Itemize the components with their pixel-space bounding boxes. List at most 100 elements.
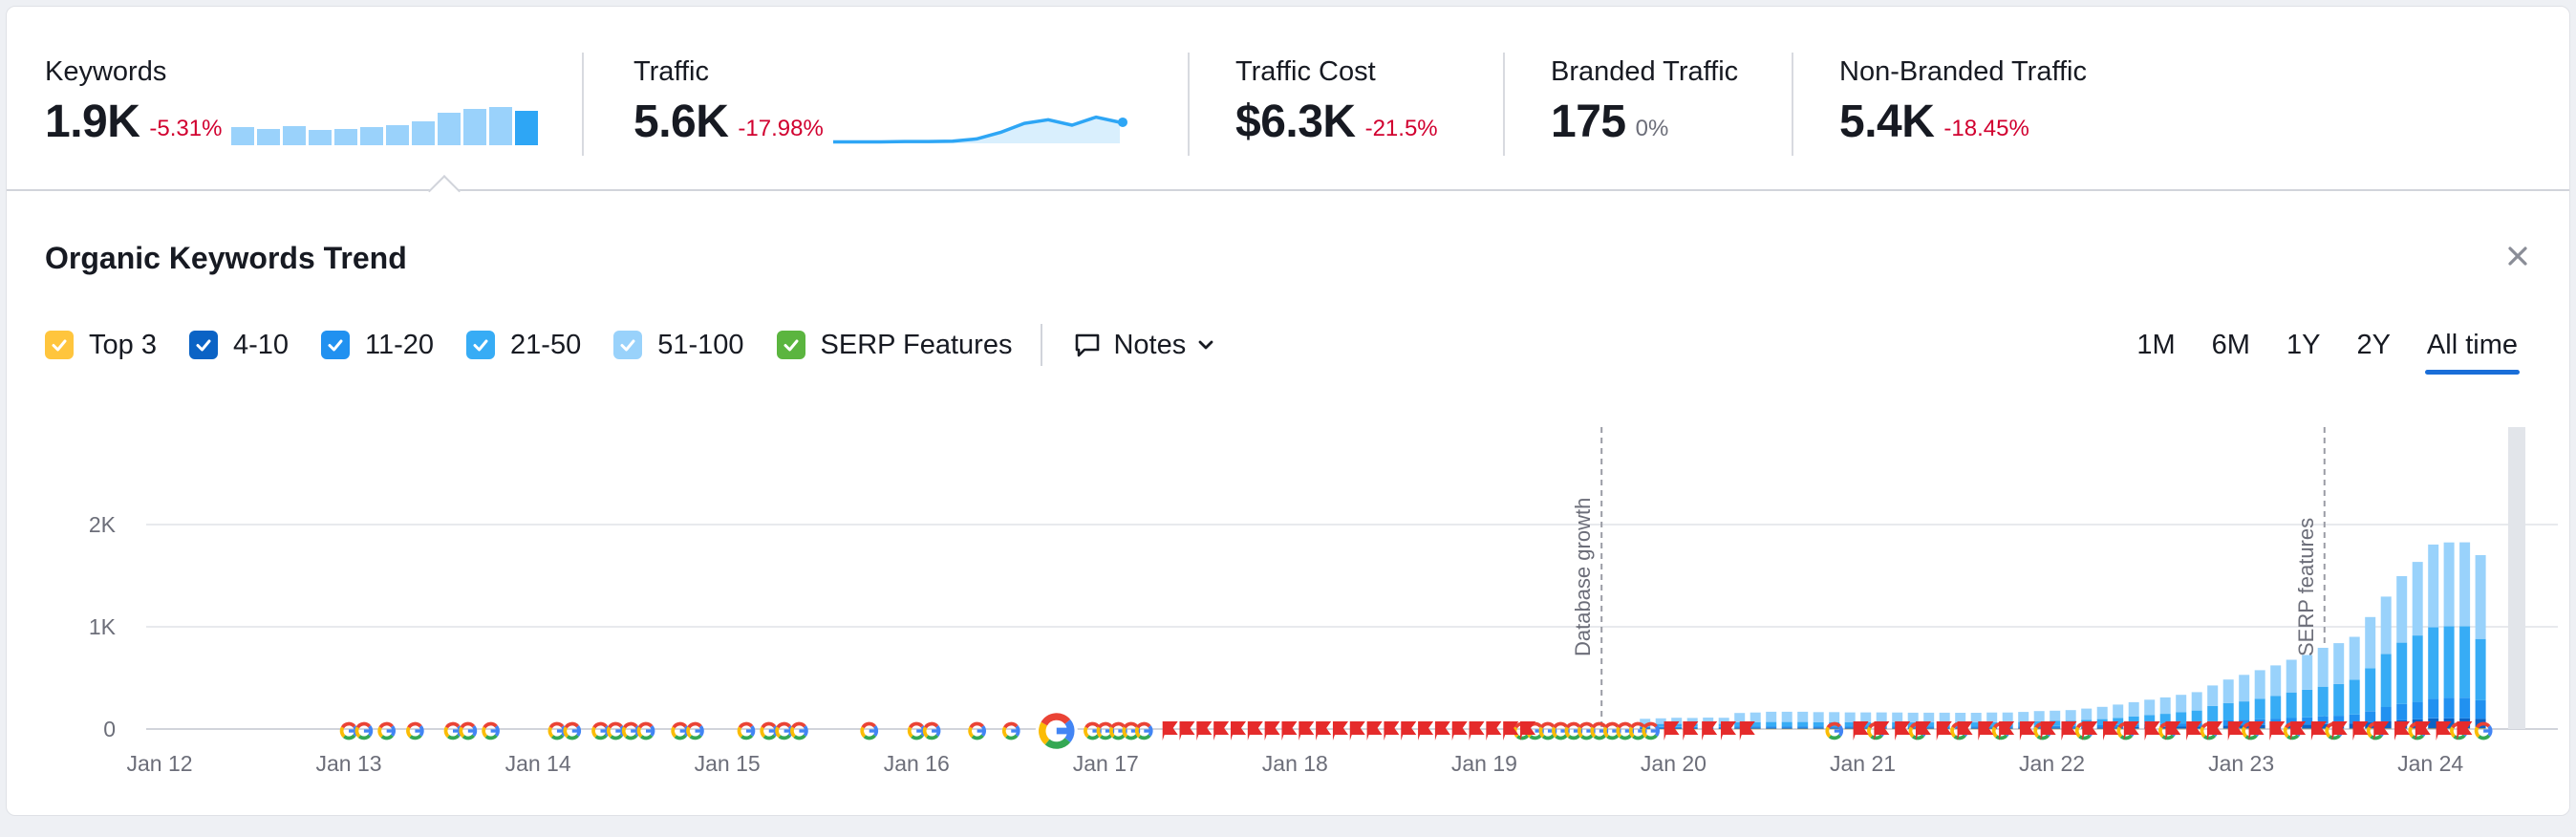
flag-icon[interactable] [1895, 721, 1911, 740]
flag-icon[interactable] [1720, 721, 1736, 740]
flag-icon[interactable] [1874, 721, 1890, 740]
flag-icon[interactable] [1486, 721, 1502, 740]
google-update-icon[interactable] [922, 721, 941, 740]
google-update-icon[interactable] [1039, 713, 1075, 749]
flag-icon[interactable] [1451, 721, 1468, 740]
period-1y[interactable]: 1Y [2286, 329, 2321, 360]
flag-icon[interactable] [2415, 721, 2431, 740]
google-update-icon[interactable] [790, 721, 808, 740]
google-update-icon[interactable] [860, 721, 879, 740]
flag-icon[interactable] [1503, 721, 1519, 740]
flag-icon[interactable] [2394, 721, 2411, 740]
google-update-icon[interactable] [406, 721, 424, 740]
flag-icon[interactable] [2290, 721, 2307, 740]
legend-item-51-100[interactable]: 51-100 [613, 330, 744, 361]
checkbox-icon[interactable] [613, 331, 643, 359]
notes-dropdown[interactable]: Notes [1073, 330, 1216, 361]
flag-icon[interactable] [1349, 721, 1365, 740]
metric-non-branded-traffic[interactable]: Non-Branded Traffic 5.4K -18.45% [1839, 56, 2087, 145]
flag-icon[interactable] [1332, 721, 1348, 740]
flag-icon[interactable] [2103, 721, 2119, 740]
flag-icon[interactable] [2310, 721, 2327, 740]
flag-icon[interactable] [1936, 721, 1952, 740]
flag-icon[interactable] [1264, 721, 1280, 740]
google-update-icon[interactable] [760, 721, 779, 740]
flag-icon[interactable] [2206, 721, 2222, 740]
google-update-icon[interactable] [547, 721, 567, 740]
flag-icon[interactable] [1384, 721, 1400, 740]
flag-icon[interactable] [1702, 721, 1718, 740]
checkbox-icon[interactable] [776, 331, 805, 359]
metric-keywords[interactable]: Keywords 1.9K -5.31% [45, 56, 539, 145]
flag-icon[interactable] [1231, 721, 1247, 740]
legend-item-top3[interactable]: Top 3 [45, 330, 157, 361]
flag-icon[interactable] [1915, 721, 1931, 740]
flag-icon[interactable] [1401, 721, 1417, 740]
flag-icon[interactable] [1957, 721, 1973, 740]
flag-icon[interactable] [2331, 721, 2348, 740]
flag-icon[interactable] [1664, 721, 1680, 740]
flag-icon[interactable] [2061, 721, 2077, 740]
google-update-icon[interactable] [482, 721, 500, 740]
google-update-icon[interactable] [377, 721, 396, 740]
google-update-icon[interactable] [606, 721, 625, 740]
metric-traffic-cost[interactable]: Traffic Cost $6.3K -21.5% [1235, 56, 1438, 145]
google-update-icon[interactable] [737, 721, 756, 740]
period-2y[interactable]: 2Y [2356, 329, 2391, 360]
period-1m[interactable]: 1M [2136, 329, 2176, 360]
organic-keywords-chart[interactable]: 0 1K 2K Jan 12 Jan 13 Jan 14 Jan 15 Jan 16 Jan 1… [7, 418, 2570, 816]
flag-icon[interactable] [1434, 721, 1450, 740]
flag-icon[interactable] [2019, 721, 2035, 740]
google-update-icon[interactable] [1001, 721, 1020, 740]
flag-icon[interactable] [2457, 721, 2473, 740]
google-update-icon[interactable] [907, 721, 926, 740]
google-update-icon[interactable] [339, 721, 358, 740]
flag-icon[interactable] [1853, 721, 1869, 740]
google-update-icon[interactable] [459, 721, 478, 740]
flag-icon[interactable] [1281, 721, 1298, 740]
google-update-icon[interactable] [1642, 721, 1660, 740]
checkbox-icon[interactable] [45, 331, 74, 359]
flag-icon[interactable] [2144, 721, 2160, 740]
metric-branded-traffic[interactable]: Branded Traffic 175 0% [1551, 56, 1738, 145]
google-update-icon[interactable] [563, 721, 582, 740]
checkbox-icon[interactable] [321, 331, 350, 359]
google-update-icon[interactable] [775, 721, 793, 740]
flag-icon[interactable] [2269, 721, 2286, 740]
flag-icon[interactable] [1999, 721, 2015, 740]
flag-icon[interactable] [2040, 721, 2056, 740]
legend-item-serp-features[interactable]: SERP Features [776, 330, 1012, 361]
legend-item-21-50[interactable]: 21-50 [466, 330, 581, 361]
flag-icon[interactable] [1469, 721, 1485, 740]
google-update-icon[interactable] [621, 721, 640, 740]
google-update-icon[interactable] [1825, 721, 1844, 740]
flag-icon[interactable] [1683, 721, 1699, 740]
flag-icon[interactable] [2352, 721, 2369, 740]
flag-icon[interactable] [2082, 721, 2098, 740]
google-update-icon[interactable] [968, 721, 986, 740]
checkbox-icon[interactable] [466, 331, 496, 359]
flag-icon[interactable] [1739, 721, 1755, 740]
flag-icon[interactable] [1299, 721, 1315, 740]
flag-icon[interactable] [2227, 721, 2243, 740]
flag-icon[interactable] [1978, 721, 1994, 740]
flag-icon[interactable] [1196, 721, 1213, 740]
flag-icon[interactable] [1418, 721, 1434, 740]
period-all-time[interactable]: All time [2424, 329, 2521, 375]
flag-icon[interactable] [2186, 721, 2202, 740]
flag-icon[interactable] [1162, 721, 1178, 740]
flag-icon[interactable] [2436, 721, 2452, 740]
flag-icon[interactable] [2123, 721, 2139, 740]
flag-icon[interactable] [1366, 721, 1383, 740]
metric-traffic[interactable]: Traffic 5.6K -17.98% [633, 56, 1139, 145]
flag-icon[interactable] [1316, 721, 1332, 740]
google-update-icon[interactable] [591, 721, 610, 740]
flag-icon[interactable] [1179, 721, 1195, 740]
google-update-icon[interactable] [2474, 721, 2493, 740]
google-update-icon[interactable] [686, 721, 704, 740]
google-update-icon[interactable] [636, 721, 655, 740]
legend-item-11-20[interactable]: 11-20 [321, 330, 434, 361]
legend-item-4-10[interactable]: 4-10 [188, 330, 289, 361]
flag-icon[interactable] [1213, 721, 1230, 740]
flag-icon[interactable] [1247, 721, 1263, 740]
